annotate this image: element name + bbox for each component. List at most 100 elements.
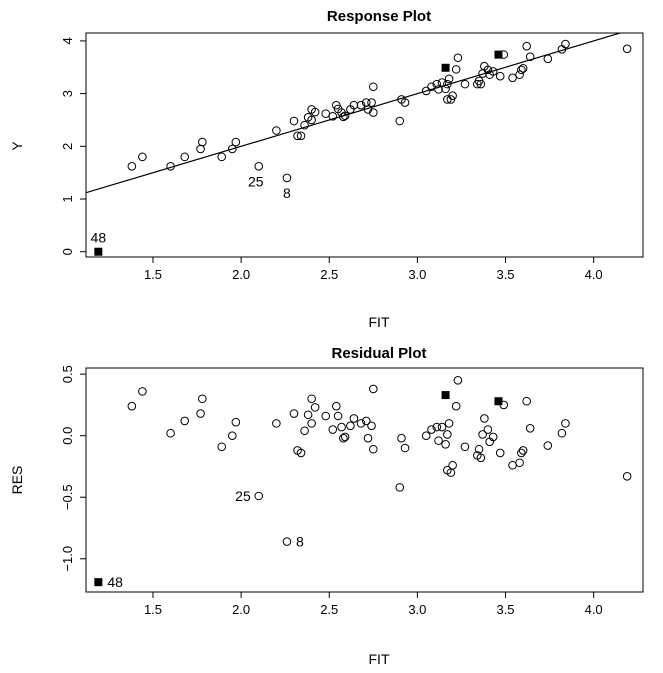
response-point bbox=[488, 67, 498, 76]
residual-point bbox=[289, 409, 299, 418]
residual-point bbox=[443, 430, 452, 439]
residual-point bbox=[437, 422, 447, 432]
residual-point bbox=[367, 421, 376, 431]
residual-point bbox=[166, 428, 175, 438]
residual-point bbox=[515, 458, 524, 468]
response-point bbox=[443, 79, 452, 89]
residual-point bbox=[444, 419, 454, 428]
residual-point bbox=[217, 442, 227, 452]
response-xtick-label: 3.5 bbox=[496, 267, 514, 282]
response-xtick-label: 2.0 bbox=[232, 267, 250, 282]
residual-highlighted-point bbox=[94, 578, 103, 587]
residual-point bbox=[231, 417, 241, 427]
residual-point bbox=[434, 436, 443, 445]
residual-point bbox=[307, 394, 316, 404]
residual-point bbox=[369, 444, 378, 454]
residual-point bbox=[127, 401, 137, 411]
response-point bbox=[127, 162, 137, 171]
residual-point bbox=[460, 442, 470, 452]
residual-point bbox=[331, 401, 341, 411]
response-point bbox=[293, 131, 302, 141]
response-point bbox=[400, 98, 410, 107]
response-point bbox=[180, 152, 190, 162]
residual-point bbox=[395, 483, 405, 492]
residual-point-annotation: 8 bbox=[296, 534, 304, 550]
residual-point bbox=[508, 460, 517, 470]
response-point bbox=[525, 52, 535, 62]
residual-point bbox=[310, 403, 320, 412]
response-point bbox=[282, 173, 292, 183]
response-point bbox=[522, 41, 531, 51]
residual-highlighted-point bbox=[494, 397, 503, 406]
residual-point bbox=[557, 428, 567, 438]
response-point bbox=[254, 162, 264, 171]
residual-point bbox=[561, 419, 570, 428]
residual-point bbox=[451, 401, 461, 411]
response-point bbox=[369, 108, 378, 117]
residual-point bbox=[361, 416, 371, 426]
residual-plot-frame bbox=[85, 367, 644, 593]
residual-point bbox=[321, 411, 331, 421]
residual-point bbox=[543, 441, 553, 450]
response-point bbox=[296, 131, 306, 141]
response-plot-xlabel: FIT bbox=[369, 314, 390, 330]
residual-point bbox=[427, 425, 436, 434]
response-point bbox=[483, 65, 493, 75]
residual-point bbox=[272, 419, 281, 428]
residual-highlighted-point bbox=[441, 391, 450, 400]
response-point bbox=[356, 100, 366, 110]
residual-xtick-label: 4.0 bbox=[585, 602, 603, 617]
response-point bbox=[515, 70, 524, 79]
response-point-annotation: 8 bbox=[283, 185, 291, 201]
response-point bbox=[369, 82, 378, 92]
response-point bbox=[231, 137, 241, 147]
response-ytick-label: 4 bbox=[60, 37, 75, 44]
response-point bbox=[138, 152, 147, 162]
residual-point bbox=[488, 432, 498, 442]
response-point bbox=[307, 115, 316, 125]
residual-point bbox=[480, 414, 489, 423]
residual-point bbox=[432, 422, 442, 432]
residual-point bbox=[522, 396, 531, 406]
residual-ytick-label: −0.5 bbox=[60, 484, 75, 510]
response-point bbox=[508, 73, 517, 83]
residual-ytick-label: 0.5 bbox=[60, 365, 75, 383]
response-point-annotation: 25 bbox=[248, 173, 264, 189]
residual-point bbox=[478, 430, 487, 439]
residual-point bbox=[340, 432, 350, 442]
response-point bbox=[448, 91, 457, 101]
response-point bbox=[495, 71, 505, 81]
response-point bbox=[328, 111, 338, 121]
residual-xtick-label: 3.5 bbox=[496, 602, 514, 617]
response-highlighted-point bbox=[441, 63, 450, 72]
response-point bbox=[300, 120, 309, 130]
response-point bbox=[441, 84, 450, 94]
residual-point bbox=[333, 411, 343, 421]
residual-point bbox=[483, 425, 493, 434]
residual-point bbox=[441, 440, 450, 449]
response-point bbox=[434, 85, 443, 94]
response-point bbox=[437, 78, 447, 87]
response-ytick-label: 1 bbox=[60, 195, 75, 202]
response-point bbox=[444, 74, 454, 84]
response-point bbox=[432, 79, 442, 89]
residual-point bbox=[303, 410, 313, 420]
residual-point bbox=[622, 472, 632, 481]
response-point bbox=[289, 116, 299, 126]
response-point bbox=[517, 65, 526, 75]
response-ytick-label: 2 bbox=[60, 143, 75, 150]
residual-point bbox=[356, 419, 366, 428]
residual-point bbox=[476, 453, 486, 463]
response-point bbox=[321, 109, 331, 118]
residual-point bbox=[518, 446, 528, 455]
residual-xtick-label: 3.0 bbox=[408, 602, 426, 617]
residual-point bbox=[328, 425, 338, 434]
response-point bbox=[217, 152, 227, 162]
residual-point bbox=[282, 537, 292, 546]
response-point bbox=[622, 44, 632, 54]
response-point bbox=[349, 100, 359, 110]
response-plot-panel: Response Plot FIT Y 1.5 2.0 2.5 3.0 3.5 4.0 0 1… bbox=[9, 8, 644, 330]
response-point-annotation: 48 bbox=[91, 230, 107, 246]
response-plot-ylabel: Y bbox=[9, 141, 25, 151]
